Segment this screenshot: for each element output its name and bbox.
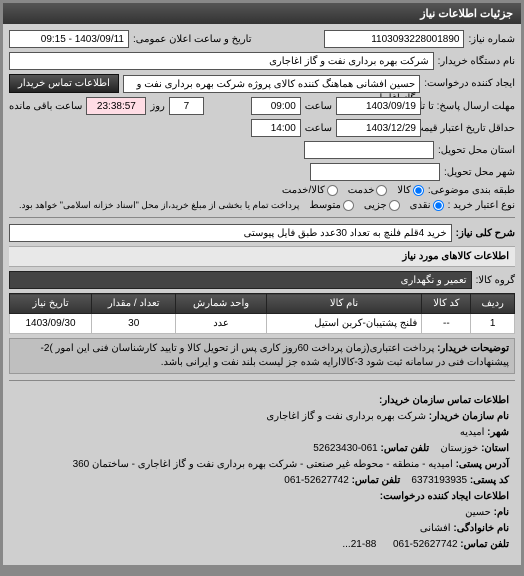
radio-both[interactable]: کالا/خدمت bbox=[282, 185, 338, 196]
family-label: نام خانوادگی: bbox=[453, 523, 509, 534]
goods-info-header: اطلاعات کالاهای مورد نیاز bbox=[9, 246, 515, 267]
separator-1 bbox=[9, 217, 515, 218]
phone-label: تلفن تماس: bbox=[460, 539, 509, 550]
phone-org-extra: 061-52623430 bbox=[313, 443, 378, 454]
name-value: حسین bbox=[465, 507, 491, 518]
radio-partial-label: جزیی bbox=[364, 200, 387, 211]
city-value: امیدیه bbox=[460, 427, 485, 438]
table-row: 1 -- فلنج پشتیبان-کربن استیل عدد 30 1403… bbox=[10, 314, 515, 334]
th-unit: واحد شمارش bbox=[176, 294, 266, 314]
radio-cash-input[interactable] bbox=[433, 200, 444, 211]
radio-service[interactable]: خدمت bbox=[348, 185, 388, 196]
creator-info-label: اطلاعات ایجاد کننده درخواست: bbox=[380, 491, 509, 502]
credit-date-field: 1403/12/29 bbox=[336, 119, 421, 137]
td-name: فلنج پشتیبان-کربن استیل bbox=[266, 314, 422, 334]
td-date: 1403/09/30 bbox=[10, 314, 92, 334]
th-date: تاریخ نیاز bbox=[10, 294, 92, 314]
goods-table: ردیف کد کالا نام کالا واحد شمارش تعداد /… bbox=[9, 293, 515, 334]
td-qty: 30 bbox=[92, 314, 176, 334]
th-qty: تعداد / مقدار bbox=[92, 294, 176, 314]
state-value: خوزستان bbox=[440, 443, 478, 454]
radio-medium[interactable]: متوسط bbox=[309, 200, 353, 211]
phone2-value: 88-21... bbox=[342, 539, 376, 550]
remain-days-label: روز bbox=[150, 101, 165, 112]
td-row: 1 bbox=[471, 314, 515, 334]
postcode-value: 6373193935 bbox=[411, 475, 467, 486]
delivery-state-field bbox=[304, 141, 434, 159]
buyer-device-field: شرکت بهره برداری نفت و گاز اغاجاری bbox=[9, 52, 434, 70]
separator-2 bbox=[9, 380, 515, 381]
table-header-row: ردیف کد کالا نام کالا واحد شمارش تعداد /… bbox=[10, 294, 515, 314]
delivery-city-label: شهر محل تحویل: bbox=[444, 167, 515, 178]
family-value: افشانی bbox=[420, 523, 451, 534]
postaddr-label: آدرس پستی: bbox=[456, 459, 509, 470]
delivery-state-label: استان محل تحویل: bbox=[438, 145, 515, 156]
deadline-date-field: 1403/09/19 bbox=[336, 97, 421, 115]
deadline-time-field: 09:00 bbox=[251, 97, 301, 115]
buyer-device-label: نام دستگاه خریدار: bbox=[438, 56, 515, 67]
reqno-field: 1103093228001890 bbox=[324, 30, 464, 48]
hour-label-2: ساعت bbox=[305, 123, 332, 134]
radio-both-label: کالا/خدمت bbox=[282, 185, 325, 196]
remain-time-field: 23:38:57 bbox=[86, 97, 146, 115]
buyer-contact-button[interactable]: اطلاعات تماس خریدار bbox=[9, 74, 119, 93]
radio-goods-label: کالا bbox=[397, 185, 411, 196]
radio-service-input[interactable] bbox=[376, 185, 387, 196]
remain-time-label: ساعت باقی مانده bbox=[9, 101, 82, 112]
org-name-label: نام سازمان خریدار: bbox=[429, 411, 509, 422]
phone-org-label2: تلفن تماس: bbox=[352, 475, 401, 486]
radio-service-label: خدمت bbox=[348, 185, 375, 196]
postaddr-value: امیدیه - منطقه - محوطه غیر صنعتی - شرکت … bbox=[73, 459, 453, 470]
city-label: شهر: bbox=[487, 427, 509, 438]
resp-deadline-label: مهلت ارسال پاسخ: تا تاریخ: bbox=[425, 101, 515, 112]
radio-cash[interactable]: نقدی bbox=[410, 200, 444, 211]
req-creator-label: ایجاد کننده درخواست: bbox=[424, 78, 515, 89]
phone-org-label: تلفن تماس: bbox=[381, 443, 430, 454]
radio-partial[interactable]: جزیی bbox=[364, 200, 400, 211]
reqno-label: شماره نیاز: bbox=[468, 34, 515, 45]
goods-group-label: گروه کالا: bbox=[476, 275, 515, 286]
pubdate-field: 1403/09/11 - 09:15 bbox=[9, 30, 129, 48]
phone-value: 52627742-061 bbox=[393, 539, 458, 550]
seller-explain-label: توضیحات خریدار: bbox=[437, 342, 509, 356]
td-unit: عدد bbox=[176, 314, 266, 334]
panel-body: شماره نیاز: 1103093228001890 تاریخ و ساع… bbox=[3, 24, 521, 565]
postcode-label: کد پستی: bbox=[470, 475, 509, 486]
radio-medium-input[interactable] bbox=[343, 200, 354, 211]
goods-group-field: تعمیر و نگهداری bbox=[9, 271, 472, 289]
purchase-type-label: نوع اعتبار خرید : bbox=[448, 200, 515, 211]
panel-title: جزئیات اطلاعات نیاز bbox=[3, 3, 521, 24]
th-name: نام کالا bbox=[266, 294, 422, 314]
radio-partial-input[interactable] bbox=[389, 200, 400, 211]
purchase-note: پرداخت تمام یا بخشی از مبلغ خرید،از محل … bbox=[19, 200, 299, 211]
pubdate-label: تاریخ و ساعت اعلان عمومی: bbox=[133, 34, 252, 45]
remain-days-field: 7 bbox=[169, 97, 204, 115]
hour-label-1: ساعت bbox=[305, 101, 332, 112]
delivery-city-field bbox=[310, 163, 440, 181]
contact-header: اطلاعات تماس سازمان خریدار: bbox=[379, 395, 509, 406]
name-label: نام: bbox=[494, 507, 509, 518]
credit-time-field: 14:00 bbox=[251, 119, 301, 137]
req-creator-field: حسین افشانی هماهنگ کننده کالای پروژه شرک… bbox=[123, 75, 420, 93]
radio-cash-label: نقدی bbox=[410, 200, 431, 211]
phone-org-value: 52627742-061 bbox=[284, 475, 349, 486]
details-panel: جزئیات اطلاعات نیاز شماره نیاز: 11030932… bbox=[2, 2, 522, 566]
radio-both-input[interactable] bbox=[327, 185, 338, 196]
seller-explain-block: توضیحات خریدار: پرداخت اعتباری(زمان پردا… bbox=[9, 338, 515, 374]
state-label: استان: bbox=[481, 443, 509, 454]
th-code: کد کالا bbox=[422, 294, 471, 314]
radio-medium-label: متوسط bbox=[309, 200, 340, 211]
general-desc-field: خرید 4قلم فلنچ به تعداد 30عدد طبق فایل پ… bbox=[9, 224, 452, 242]
org-name-value: شرکت بهره برداری نفت و گاز اغاجاری bbox=[266, 411, 426, 422]
credit-expiry-label: حداقل تاریخ اعتبار قیمت: تا تاریخ: bbox=[425, 123, 515, 134]
general-desc-label: شرح کلی نیاز: bbox=[456, 228, 515, 239]
radio-goods-input[interactable] bbox=[413, 185, 424, 196]
subject-class-label: طبقه بندی موضوعی: bbox=[428, 185, 515, 196]
radio-goods[interactable]: کالا bbox=[397, 185, 424, 196]
contact-block: اطلاعات تماس سازمان خریدار: نام سازمان خ… bbox=[9, 387, 515, 559]
td-code: -- bbox=[422, 314, 471, 334]
th-row: ردیف bbox=[471, 294, 515, 314]
